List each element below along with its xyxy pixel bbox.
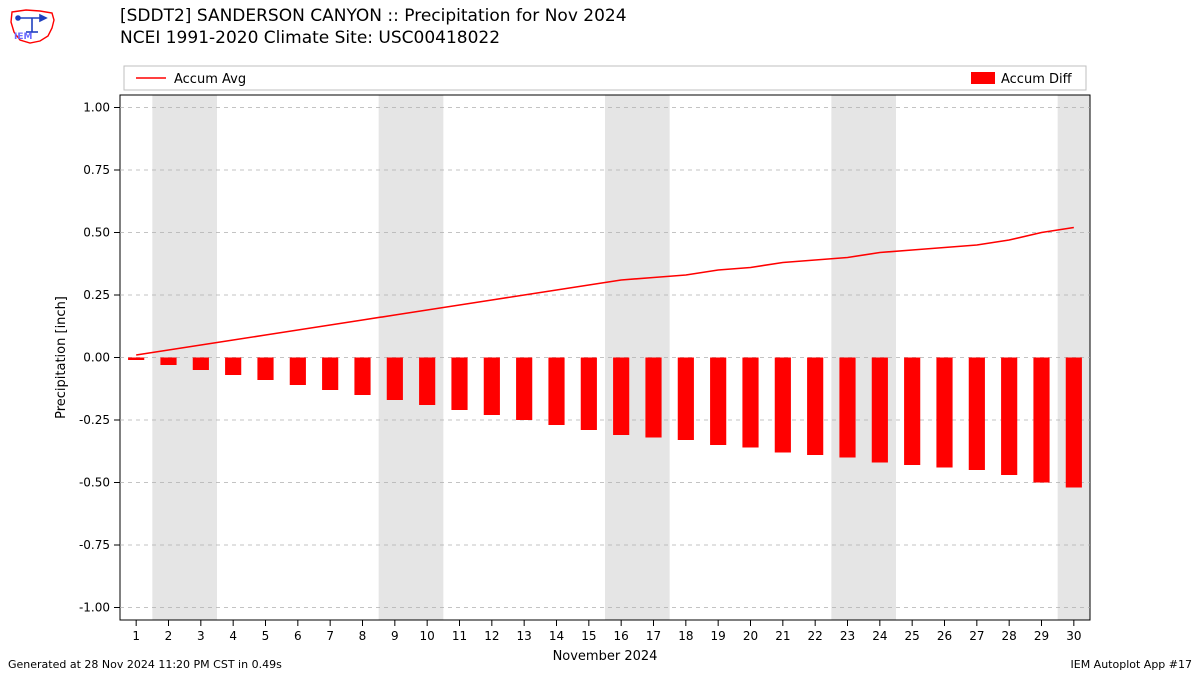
x-tick-label: 20 [743,629,758,643]
x-tick-label: 6 [294,629,302,643]
x-tick-label: 13 [517,629,532,643]
accum-diff-bar [160,358,176,366]
y-tick-label: 1.00 [83,101,110,115]
y-tick-label: 0.75 [83,163,110,177]
x-tick-label: 24 [872,629,887,643]
x-tick-label: 10 [420,629,435,643]
x-tick-label: 9 [391,629,399,643]
accum-diff-bar [775,358,791,453]
accum-diff-bar [1066,358,1082,488]
x-tick-label: 17 [646,629,661,643]
accum-diff-bar [710,358,726,446]
footer-generated: Generated at 28 Nov 2024 11:20 PM CST in… [8,658,282,671]
accum-diff-bar [807,358,823,456]
x-tick-label: 30 [1066,629,1081,643]
accum-diff-bar [516,358,532,421]
x-tick-label: 11 [452,629,467,643]
x-tick-label: 7 [326,629,334,643]
accum-diff-bar [613,358,629,436]
accum-diff-bar [257,358,273,381]
x-tick-label: 29 [1034,629,1049,643]
accum-diff-bar [1033,358,1049,483]
accum-diff-bar [581,358,597,431]
legend-box [124,66,1086,90]
x-tick-label: 27 [969,629,984,643]
accum-diff-bar [969,358,985,471]
x-tick-label: 5 [262,629,270,643]
accum-diff-bar [128,358,144,361]
accum-diff-bar [290,358,306,386]
accum-diff-bar [548,358,564,426]
accum-diff-bar [193,358,209,371]
x-tick-label: 19 [711,629,726,643]
x-tick-label: 25 [905,629,920,643]
accum-diff-bar [354,358,370,396]
x-tick-label: 16 [614,629,629,643]
accum-diff-bar [387,358,403,401]
y-tick-label: -0.25 [79,413,110,427]
y-tick-label: -0.75 [79,538,110,552]
footer-appid: IEM Autoplot App #17 [1071,658,1193,671]
x-tick-label: 22 [808,629,823,643]
legend-line-label: Accum Avg [174,72,246,87]
accum-diff-bar [484,358,500,416]
x-tick-label: 2 [165,629,173,643]
accum-diff-bar [322,358,338,391]
precipitation-chart: -1.00 -0.75 -0.50 -0.25 0.00 0.25 0.50 0.75 1.00… [0,0,1200,675]
x-tick-label: 8 [359,629,367,643]
y-tick-label: 0.25 [83,288,110,302]
x-tick-label: 1 [132,629,140,643]
x-tick-label: 4 [229,629,237,643]
accum-diff-bar [678,358,694,441]
y-tick-label: -1.00 [79,601,110,615]
y-tick-label: -0.50 [79,476,110,490]
accum-diff-bar [936,358,952,468]
accum-diff-bar [872,358,888,463]
legend-bar-swatch [971,72,995,84]
y-axis-label: Precipitation [inch] [54,296,69,419]
x-tick-label: 23 [840,629,855,643]
x-tick-label: 12 [484,629,499,643]
x-tick-label: 14 [549,629,564,643]
x-tick-label: 28 [1002,629,1017,643]
accum-diff-bar [419,358,435,406]
x-tick-label: 15 [581,629,596,643]
x-axis-label: November 2024 [553,649,658,664]
accum-diff-bar [1001,358,1017,476]
x-tick-label: 3 [197,629,205,643]
accum-diff-bar [645,358,661,438]
y-tick-label: 0.00 [83,351,110,365]
x-tick-label: 26 [937,629,952,643]
y-tick-label: 0.50 [83,226,110,240]
x-tick-label: 18 [678,629,693,643]
accum-diff-bar [904,358,920,466]
accum-diff-bar [225,358,241,376]
accum-diff-bar [742,358,758,448]
legend-bar-label: Accum Diff [1001,72,1073,87]
accum-diff-bar [839,358,855,458]
x-tick-label: 21 [775,629,790,643]
accum-diff-bar [451,358,467,411]
